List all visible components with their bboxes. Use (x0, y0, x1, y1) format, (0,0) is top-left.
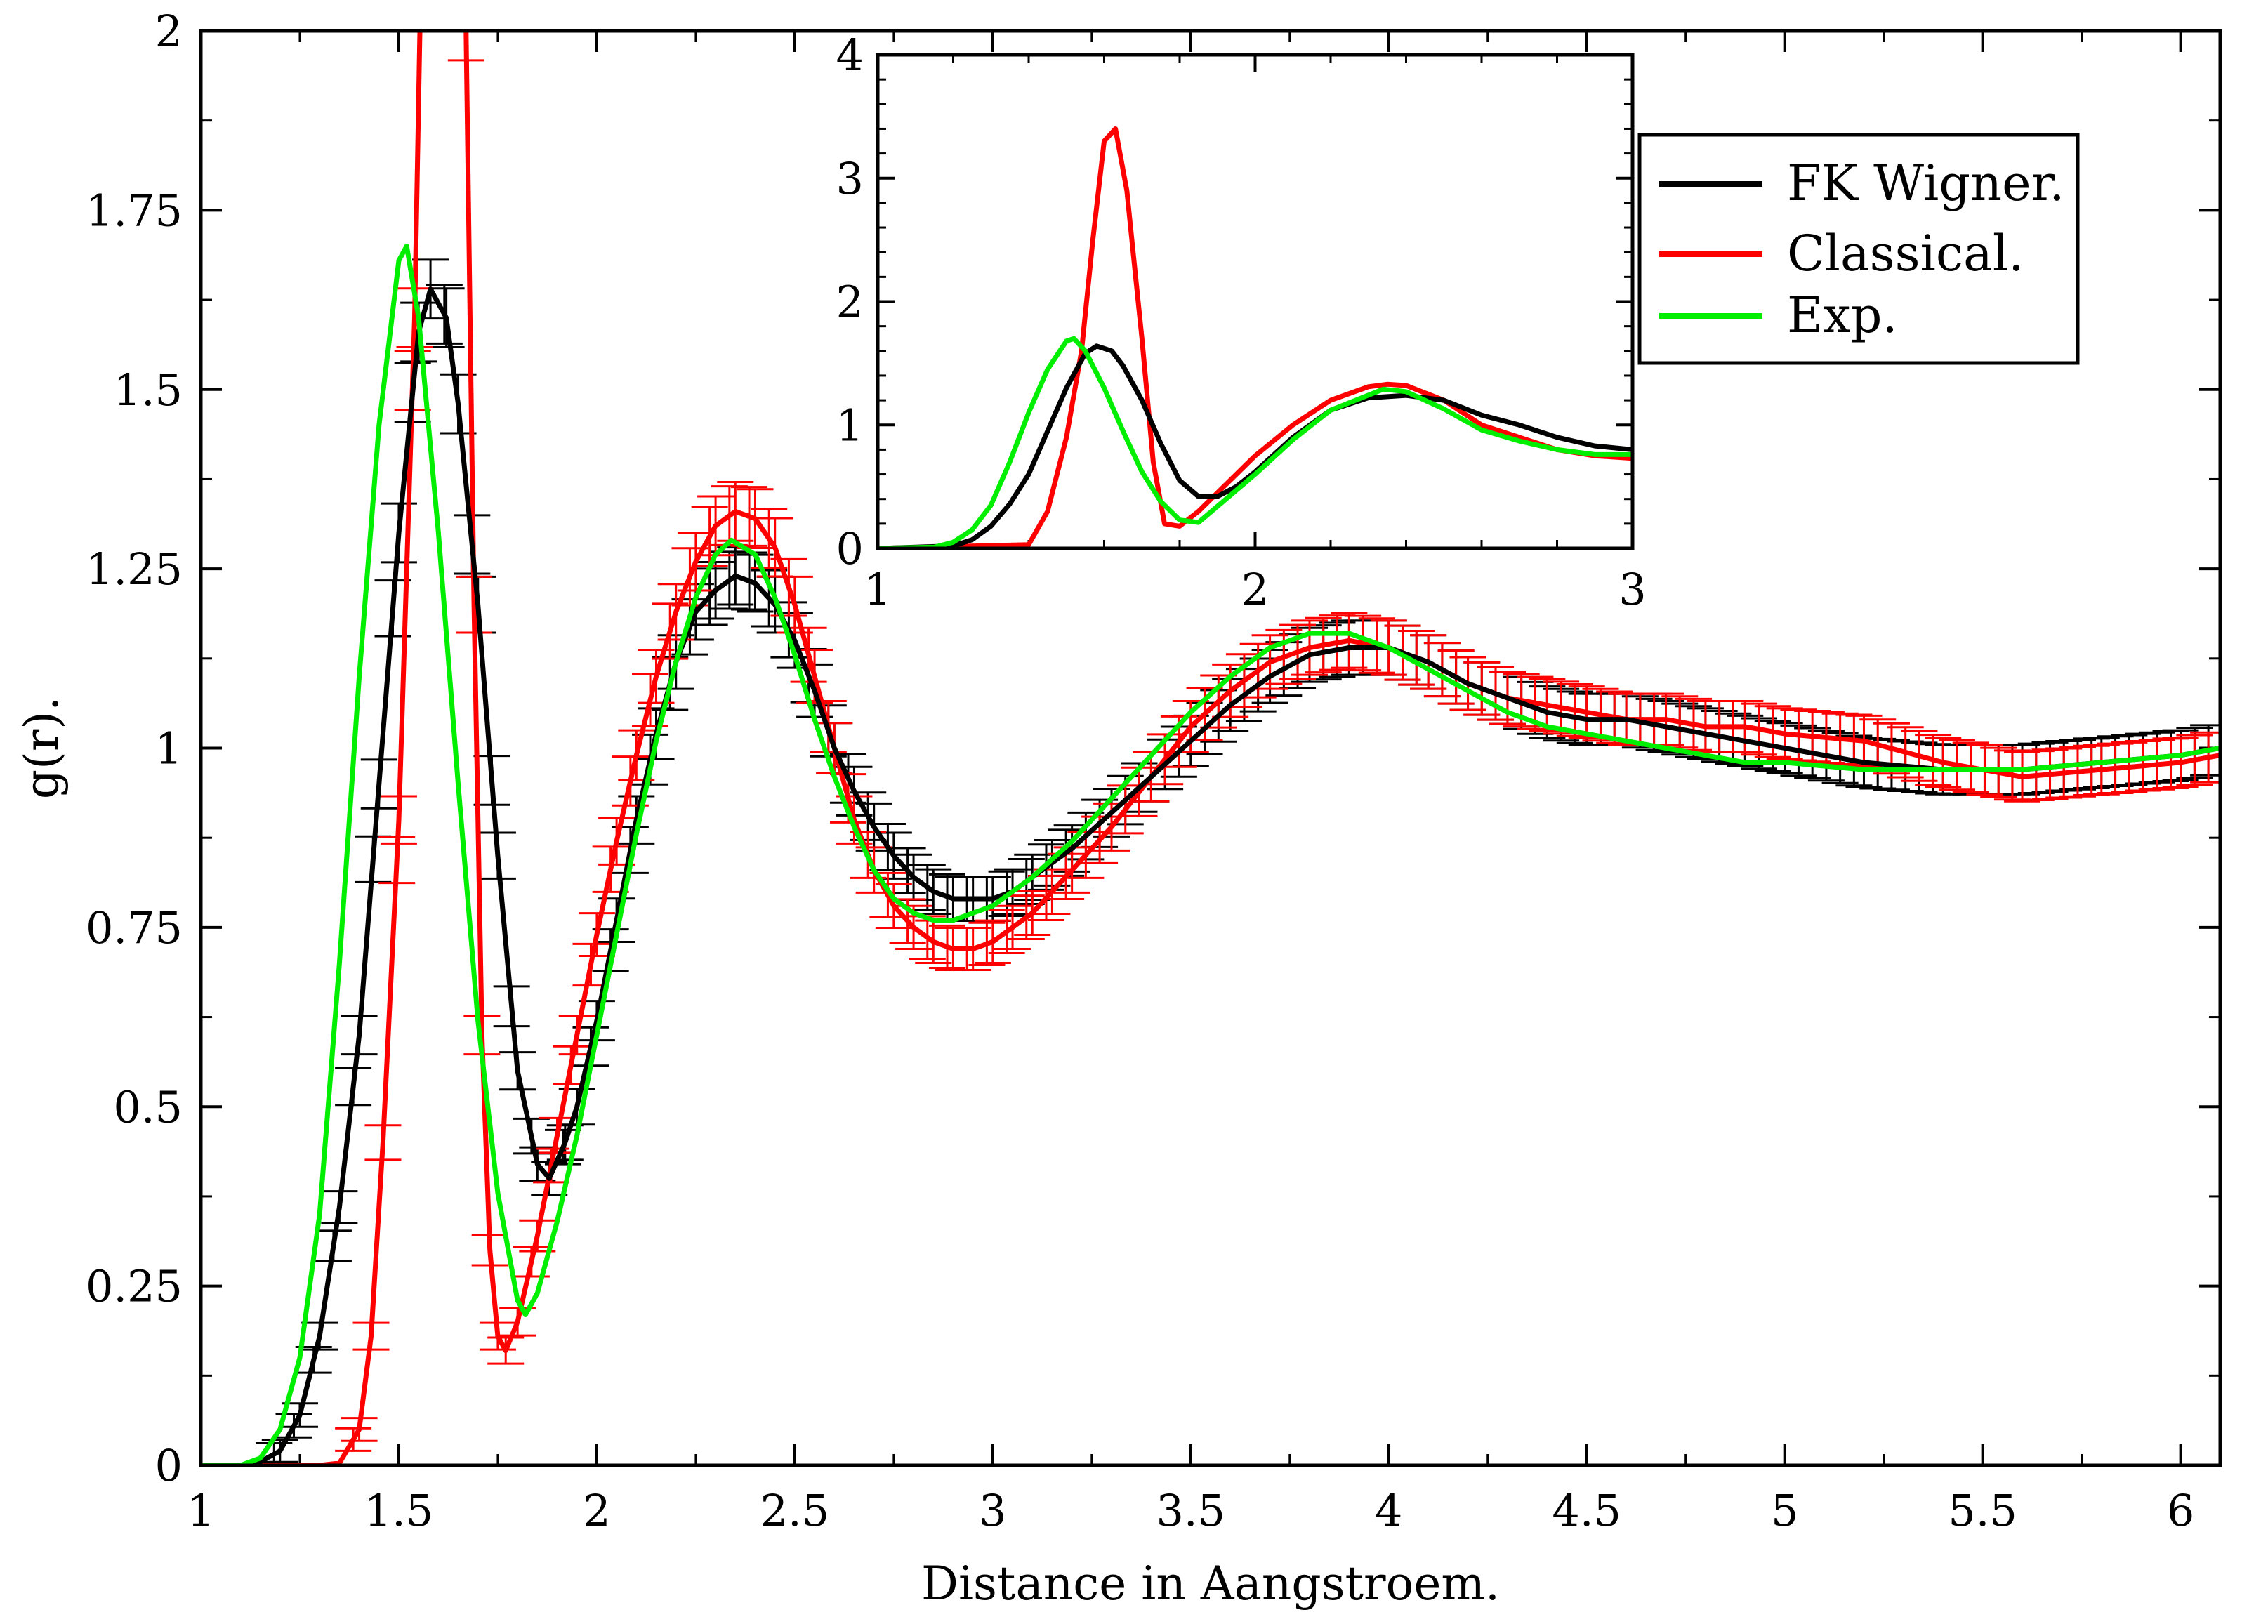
inset-series-group (878, 126, 1633, 548)
y-tick-label: 0 (155, 1440, 183, 1491)
x-tick-label: 2.5 (760, 1485, 830, 1536)
y-tick-label: 0 (836, 523, 864, 574)
x-tick-label: 1 (864, 564, 891, 615)
y-tick-label: 0.75 (86, 902, 183, 953)
legend-label-classical: Classical. (1787, 225, 2024, 282)
y-tick-label: 0.25 (86, 1261, 183, 1312)
x-tick-label: 3.5 (1156, 1485, 1225, 1536)
x-tick-label: 3 (979, 1485, 1006, 1536)
y-tick-label: 2 (836, 277, 864, 328)
series-line-classical (878, 126, 1633, 548)
y-tick-label: 1.5 (113, 364, 183, 416)
inset-plot-frame (876, 53, 1635, 550)
series-line-exp (201, 244, 2220, 1465)
x-tick-label: 3 (1618, 564, 1646, 615)
series-line-exp (878, 336, 1633, 548)
main-axis-ticks (199, 29, 2220, 1467)
x-tick-label: 1.5 (364, 1485, 434, 1536)
y-tick-label: 1.75 (86, 185, 183, 236)
series-line-fk-wigner (878, 343, 1633, 548)
y-tick-label: 1 (155, 723, 183, 774)
x-tick-label: 6 (2167, 1485, 2194, 1536)
series-line-fk-wigner (201, 286, 2220, 1465)
y-tick-label: 1.25 (86, 543, 183, 595)
y-tick-label: 1 (836, 400, 864, 451)
x-axis-label: Distance in Aangstroem. (921, 1557, 1500, 1611)
main-tick-labels: 1 1.5 2 2.5 3 3.5 4 4.5 5 5.5 6 0 0.25 0.5 0.75 1 1.25 1.… (86, 6, 2194, 1536)
y-tick-label: 0.5 (113, 1081, 183, 1133)
x-tick-label: 4 (1375, 1485, 1402, 1536)
main-plot-frame (199, 29, 2222, 1467)
y-tick-label: 2 (155, 6, 183, 57)
x-tick-label: 1 (187, 1485, 214, 1536)
x-tick-label: 5 (1771, 1485, 1798, 1536)
y-axis-label: g(r). (15, 697, 69, 799)
legend: FK Wigner. Classical. Exp. (1637, 133, 2080, 365)
x-tick-label: 2 (583, 1485, 610, 1536)
y-tick-label: 3 (836, 153, 864, 204)
legend-box (1637, 133, 2080, 365)
series-line-classical (201, 31, 2220, 1465)
main-series-group (201, 31, 2220, 1465)
inset-background (878, 55, 1633, 548)
legend-label-fk-wigner: FK Wigner. (1787, 154, 2065, 212)
x-tick-label: 4.5 (1552, 1485, 1621, 1536)
x-tick-label: 2 (1241, 564, 1269, 615)
main-plot: 1 1.5 2 2.5 3 3.5 4 4.5 5 5.5 6 0 0.25 0.5 0.75 1 1.25 1.… (15, 6, 2222, 1611)
x-tick-label: 5.5 (1948, 1485, 2017, 1536)
y-tick-label: 4 (836, 29, 864, 81)
legend-label-exp: Exp. (1787, 286, 1898, 344)
